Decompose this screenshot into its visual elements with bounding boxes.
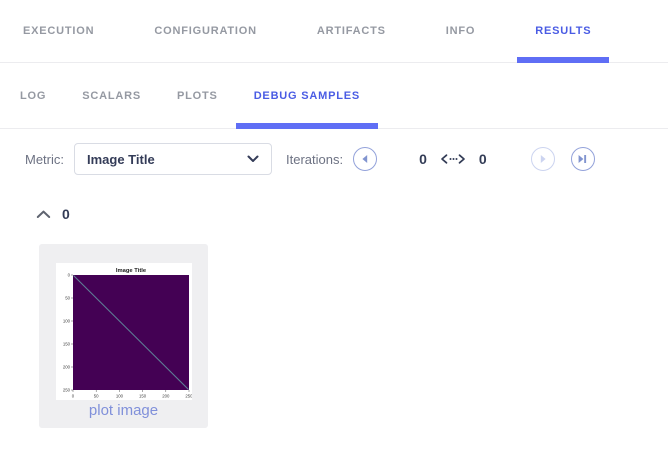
chevron-down-icon	[247, 155, 259, 163]
section-title: 0	[62, 206, 70, 222]
y-tick-label: 200	[62, 365, 70, 370]
x-tick-label: 150	[139, 394, 147, 399]
x-tick-label: 200	[162, 394, 170, 399]
tab-plots[interactable]: PLOTS	[177, 89, 218, 102]
y-tick-label: 50	[65, 296, 70, 301]
results-subtabs: LOG SCALARS PLOTS DEBUG SAMPLES	[0, 63, 668, 129]
previous-iteration-button[interactable]	[353, 147, 378, 171]
last-iteration-button[interactable]	[570, 147, 595, 171]
debug-samples-toolbar: Metric: Image Title Iterations: 0 0	[0, 142, 668, 176]
plot-thumbnail-image[interactable]: Image Title 0 50 100 150 200 250 0 50 10…	[55, 263, 192, 400]
metric-select-value: Image Title	[87, 151, 155, 167]
x-tick-label: 100	[115, 394, 123, 399]
debug-sample-card[interactable]: Image Title 0 50 100 150 200 250 0 50 10…	[39, 244, 208, 428]
y-tick-label: 250	[62, 388, 70, 393]
x-tick-label: 250	[185, 394, 192, 399]
iterations-label: Iterations:	[286, 151, 344, 167]
collapse-section-button[interactable]	[36, 210, 51, 219]
metric-label: Metric:	[25, 151, 64, 167]
arrow-left-icon	[360, 154, 370, 164]
iteration-max-value: 0	[478, 151, 487, 167]
skip-to-end-icon	[577, 154, 588, 164]
plot-diagonal-line	[72, 275, 189, 390]
metric-select[interactable]: Image Title	[74, 143, 272, 175]
y-tick-label: 100	[62, 319, 70, 324]
tab-log[interactable]: LOG	[20, 89, 47, 102]
next-iteration-button[interactable]	[530, 147, 555, 171]
y-tick-label: 150	[62, 342, 70, 347]
y-tick-label: 0	[67, 273, 70, 278]
plot-caption: plot image	[88, 402, 159, 419]
metric-group-header: 0	[36, 206, 668, 222]
x-tick-label: 0	[71, 394, 74, 399]
plot-title: Image Title	[115, 268, 146, 274]
tab-artifacts[interactable]: ARTIFACTS	[316, 25, 386, 37]
tab-execution[interactable]: EXECUTION	[23, 25, 95, 37]
primary-tabs: EXECUTION CONFIGURATION ARTIFACTS INFO R…	[0, 0, 668, 63]
x-tick-label: 50	[93, 394, 98, 399]
tab-info[interactable]: INFO	[445, 25, 476, 37]
tab-configuration[interactable]: CONFIGURATION	[154, 25, 257, 37]
iteration-min-value: 0	[419, 151, 427, 167]
tab-results[interactable]: RESULTS	[517, 0, 610, 63]
arrow-right-icon	[538, 154, 548, 164]
tab-debug-samples[interactable]: DEBUG SAMPLES	[235, 63, 379, 129]
iteration-range-icon	[440, 154, 466, 164]
chevron-up-icon	[36, 210, 51, 219]
tab-scalars[interactable]: SCALARS	[82, 89, 142, 102]
